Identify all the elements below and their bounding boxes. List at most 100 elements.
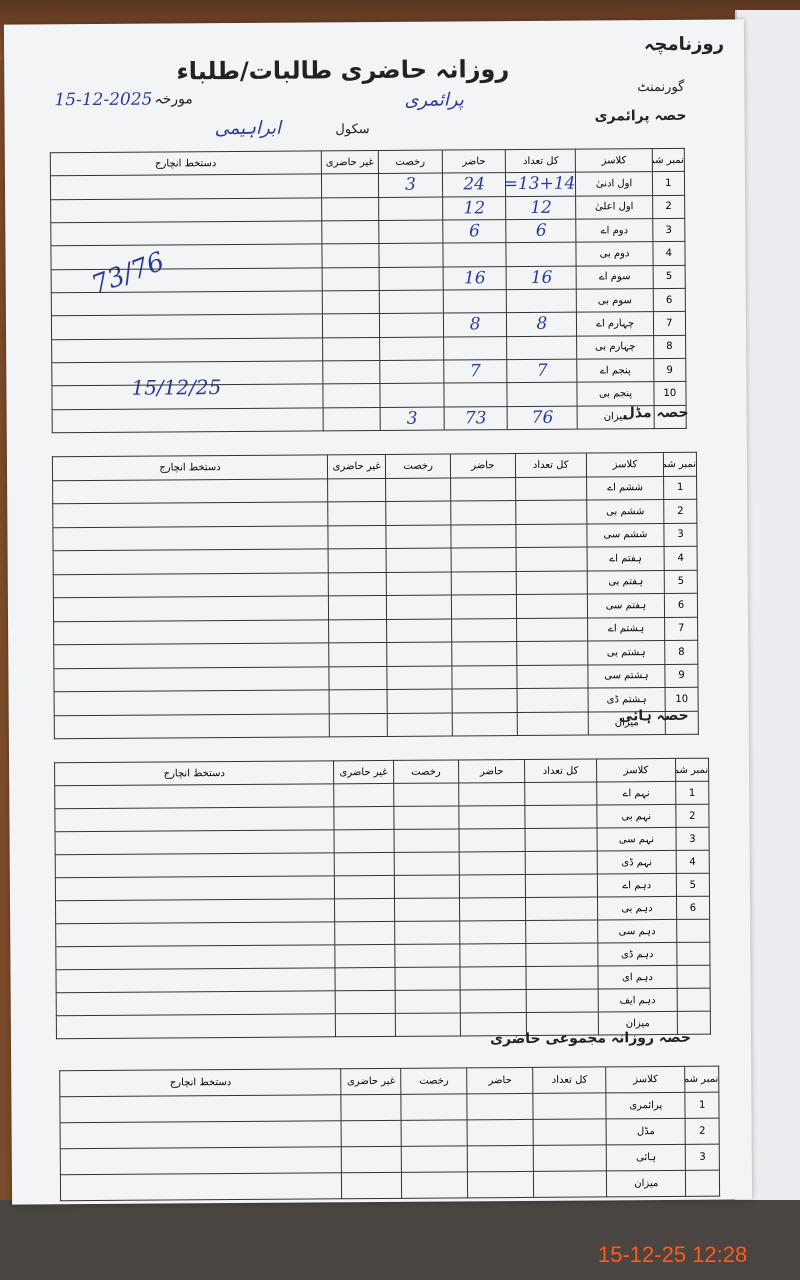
table-cell [452, 688, 517, 713]
table-cell [459, 828, 526, 852]
table-cell: دوم بی [576, 241, 653, 266]
table-cell: 3 [378, 173, 443, 198]
table-cell [55, 944, 336, 970]
table-cell [506, 289, 577, 313]
table-cell: 8 [443, 312, 508, 337]
table-cell [524, 781, 597, 806]
table-cell [55, 829, 335, 855]
table-cell [54, 689, 330, 716]
table-cell [53, 548, 329, 575]
table-cell: 2 [652, 195, 685, 219]
table-cell [54, 806, 335, 832]
table-cell [451, 618, 517, 642]
table-cell [51, 337, 323, 363]
table-cell [467, 1119, 534, 1146]
table-cell: 8 [664, 640, 698, 664]
table-cell [327, 501, 387, 526]
table-cell [394, 1012, 461, 1037]
table-cell [533, 1170, 607, 1198]
section-title: حصہ مڈل [622, 404, 689, 422]
table-cell: 3 [664, 522, 698, 547]
table-cell: 3 [675, 827, 710, 851]
table-cell [387, 688, 453, 713]
table-cell: 3 [652, 218, 685, 242]
table-cell [443, 336, 508, 360]
table-cell [458, 782, 525, 806]
table-cell [386, 594, 452, 619]
column-header: رخصت [400, 1067, 468, 1095]
table-cell [394, 989, 461, 1014]
table-cell [533, 1144, 607, 1172]
table-cell [52, 407, 323, 433]
table-cell [515, 476, 587, 501]
table-cell: 6 [652, 288, 686, 312]
table-cell [385, 477, 451, 502]
table-cell [322, 313, 380, 338]
table-cell: 4 [675, 850, 710, 874]
timestamp: 15-12-25 12:28 [598, 1242, 748, 1267]
table-cell [50, 220, 322, 247]
table-cell [676, 919, 710, 943]
table-cell: 16 [442, 266, 507, 291]
table-cell [533, 1092, 607, 1120]
table-cell [450, 524, 516, 548]
table-cell [327, 524, 387, 549]
table-cell [51, 290, 323, 317]
table-cell [394, 966, 461, 991]
table-cell: 6 [676, 896, 710, 920]
table-cell: چہارم اے [576, 311, 654, 336]
table-cell [379, 243, 443, 268]
table-cell [53, 572, 329, 598]
table-cell [51, 360, 323, 387]
table-cell: اول اعلیٰ [576, 195, 653, 220]
table-cell: 9 [653, 358, 686, 382]
column-header: حاضر [458, 759, 525, 783]
table-cell [380, 383, 444, 408]
table-cell: 12 [442, 196, 507, 221]
table-cell [322, 407, 381, 431]
table-cell [451, 641, 517, 666]
column-header: کلاسز [586, 452, 664, 477]
table-cell: ہفتم سی [587, 593, 665, 618]
table-cell [507, 382, 578, 407]
govt-label: گورنمنٹ [637, 79, 685, 96]
table-cell [393, 805, 460, 830]
floor [0, 1200, 800, 1280]
table-cell: میزان [606, 1170, 687, 1197]
table-cell: 6 [664, 593, 698, 617]
table-cell [50, 244, 322, 270]
table-cell: 2 [685, 1118, 720, 1145]
column-header: حاضر [466, 1067, 534, 1094]
table-cell [450, 500, 516, 525]
table-cell [54, 783, 335, 809]
table-cell [516, 594, 588, 619]
table-cell: 3 [380, 406, 445, 431]
table-cell: ششم سی [586, 523, 665, 548]
table-cell [525, 942, 599, 967]
table-cell [515, 547, 587, 572]
table-cell [328, 665, 388, 690]
table-cell [459, 897, 526, 921]
table-cell [506, 242, 577, 267]
table-cell: دہم ای [598, 965, 677, 989]
table-cell: 9 [665, 663, 699, 688]
date-label: مورخہ [154, 91, 193, 108]
table-cell: ہفتم اے [586, 546, 665, 571]
table-cell: 24 [442, 172, 507, 197]
column-header: غیر حاضری [320, 150, 379, 175]
table-cell [516, 664, 588, 689]
table-cell [321, 290, 380, 315]
table-cell [328, 548, 387, 573]
table-cell [329, 689, 388, 714]
table-cell [443, 289, 507, 314]
table-cell [52, 478, 328, 504]
table-cell [56, 1013, 336, 1039]
table-cell [525, 896, 598, 921]
table-cell [387, 712, 453, 737]
table-cell: پرائمری [606, 1092, 686, 1119]
table-cell [387, 665, 453, 690]
table-cell [335, 1013, 395, 1037]
column-header: کل تعداد [524, 758, 597, 783]
table-cell: 7 [507, 359, 578, 383]
